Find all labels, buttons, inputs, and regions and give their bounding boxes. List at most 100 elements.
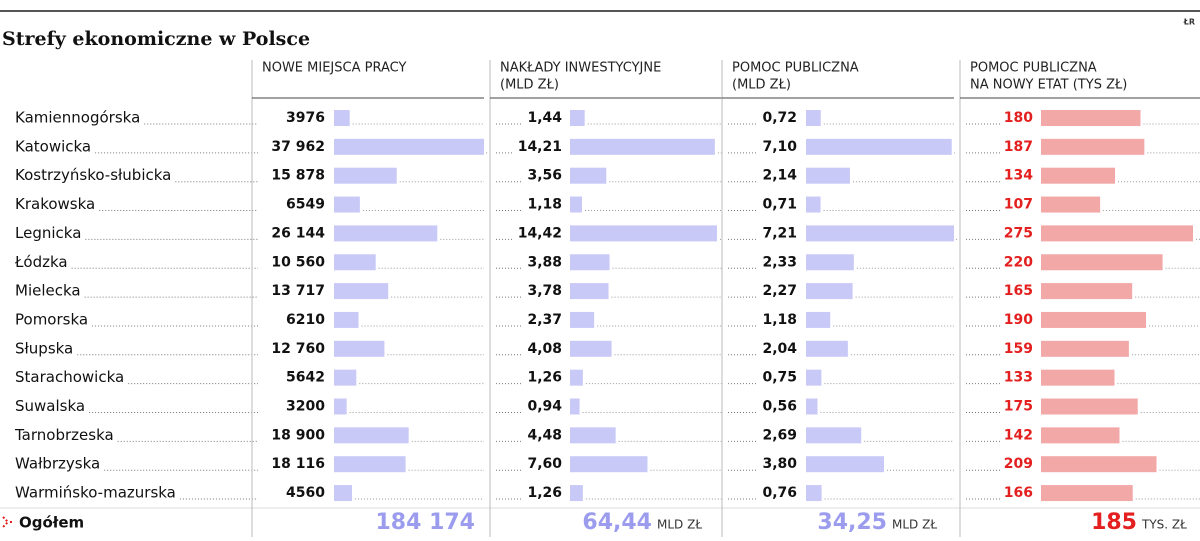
- value-label: 3,56: [527, 168, 562, 184]
- row-label: Katowicka: [15, 137, 91, 155]
- value-label: 209: [1004, 456, 1033, 472]
- value-label: 142: [1004, 427, 1033, 443]
- total-value: 64,44: [582, 510, 652, 535]
- value-label: 166: [1004, 485, 1033, 501]
- bar: [334, 196, 360, 213]
- bar: [570, 456, 648, 473]
- value-label: 13 717: [271, 283, 325, 299]
- value-label: 18 900: [271, 427, 325, 443]
- total-name: Ogółem: [19, 514, 84, 532]
- bar: [570, 311, 595, 328]
- value-label: 180: [1004, 110, 1033, 126]
- value-label: 0,56: [762, 399, 797, 415]
- row-label: Kostrzyńsko-słubicka: [15, 166, 171, 184]
- bar: [570, 110, 585, 126]
- total-value: 184 174: [375, 510, 475, 535]
- bar: [1041, 225, 1193, 242]
- bar: [334, 254, 376, 271]
- value-label: 0,76: [762, 485, 797, 501]
- value-label: 175: [1004, 399, 1033, 415]
- value-label: 133: [1004, 370, 1033, 386]
- row-label: Słupska: [15, 339, 73, 357]
- bar: [806, 254, 854, 271]
- bar: [806, 340, 848, 357]
- bar: [806, 196, 821, 213]
- value-label: 0,75: [762, 370, 797, 386]
- total-unit: MLD ZŁ: [892, 518, 937, 532]
- bar: [334, 456, 406, 473]
- row-label: Krakowska: [15, 195, 95, 213]
- value-label: 10 560: [271, 254, 325, 270]
- bar: [334, 167, 397, 184]
- bar: [1041, 311, 1147, 328]
- bar: [1041, 398, 1138, 415]
- bar: [570, 340, 612, 357]
- value-label: 5642: [286, 370, 325, 386]
- bar: [1041, 110, 1141, 126]
- bar: [570, 225, 717, 242]
- bar: [334, 311, 359, 328]
- bar: [1041, 138, 1145, 155]
- value-label: 159: [1004, 341, 1033, 357]
- bar: [334, 427, 409, 444]
- bar: [806, 283, 853, 300]
- value-label: 107: [1004, 197, 1033, 213]
- value-label: 2,04: [762, 341, 797, 357]
- bar: [334, 340, 385, 357]
- bar: [806, 225, 954, 242]
- value-label: 1,44: [527, 110, 562, 126]
- row-label: Łódzka: [14, 253, 68, 271]
- bar: [806, 110, 821, 126]
- bar: [1041, 427, 1120, 444]
- row-label: Tarnobrzeska: [14, 426, 114, 444]
- value-label: 26 144: [271, 225, 325, 241]
- bar: [334, 398, 347, 415]
- value-label: 165: [1004, 283, 1033, 299]
- column-header: (MLD ZŁ): [500, 78, 559, 93]
- total-value: 185: [1091, 510, 1137, 535]
- row-label: Mielecka: [15, 282, 81, 300]
- row-label: Warmińsko-mazurska: [15, 484, 176, 502]
- row-label: Starachowicka: [15, 368, 124, 386]
- value-label: 2,37: [527, 312, 562, 328]
- value-label: 7,10: [762, 139, 797, 155]
- value-label: 0,72: [762, 110, 797, 126]
- value-label: 3976: [286, 110, 325, 126]
- value-label: 12 760: [271, 341, 325, 357]
- value-label: 14,21: [518, 139, 562, 155]
- bar: [570, 427, 616, 444]
- bar: [806, 369, 822, 386]
- title: Strefy ekonomiczne w Polsce: [2, 28, 310, 50]
- value-label: 220: [1004, 254, 1033, 270]
- bar: [1041, 485, 1133, 502]
- column-header: POMOC PUBLICZNA: [970, 61, 1097, 76]
- value-label: 4,08: [527, 341, 562, 357]
- value-label: 3,78: [527, 283, 562, 299]
- value-label: 3,80: [762, 456, 797, 472]
- value-label: 1,26: [527, 485, 562, 501]
- total-marker: [2, 516, 14, 528]
- column-header: NOWE MIEJSCA PRACY: [262, 61, 406, 76]
- column-header: (MLD ZŁ): [732, 78, 791, 93]
- value-label: 7,60: [527, 456, 562, 472]
- value-label: 0,94: [527, 399, 562, 415]
- value-label: 14,42: [518, 225, 562, 241]
- bar: [570, 283, 609, 300]
- bar: [806, 138, 952, 155]
- bar: [334, 283, 389, 300]
- value-label: 6549: [286, 197, 325, 213]
- row-label: Kamiennogórska: [15, 109, 140, 127]
- row-label: Legnicka: [15, 224, 81, 242]
- value-label: 18 116: [271, 456, 325, 472]
- value-label: 1,18: [762, 312, 797, 328]
- value-label: 1,26: [527, 370, 562, 386]
- source: ŁR: [1183, 18, 1195, 27]
- bar: [570, 254, 610, 271]
- row-label: Pomorska: [15, 310, 88, 328]
- value-label: 0,71: [762, 197, 797, 213]
- bar: [570, 138, 715, 155]
- value-label: 2,69: [762, 427, 797, 443]
- value-label: 6210: [286, 312, 325, 328]
- value-label: 134: [1004, 168, 1033, 184]
